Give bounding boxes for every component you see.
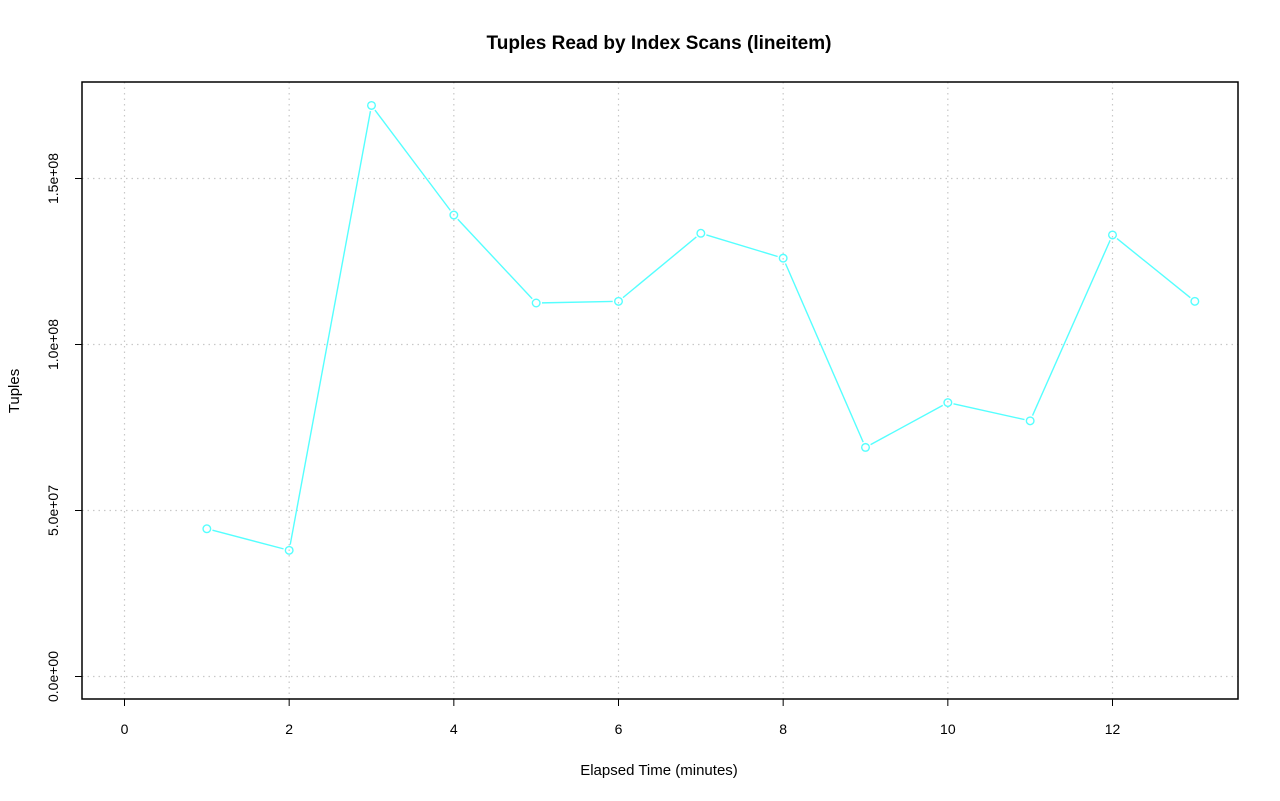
series-0-segment-5 — [622, 236, 697, 299]
y-tick-label-0: 0.0e+00 — [45, 651, 61, 702]
series-0-point-10 — [1025, 416, 1035, 426]
series-0-segment-7 — [784, 263, 864, 443]
series — [202, 100, 1200, 555]
axes: 0 2 4 6 8 10 12 0.0e+00 5.0e+07 1.0e+08 1.5e+08 — [45, 153, 1120, 737]
series-0-point-3 — [449, 210, 459, 220]
series-0-point-9 — [943, 398, 953, 408]
series-0-point-12 — [1190, 296, 1200, 306]
series-0-segment-8 — [870, 404, 944, 446]
y-tick-label-1: 5.0e+07 — [45, 485, 61, 536]
series-0-point-1 — [284, 545, 294, 555]
series-0-point-2 — [367, 100, 377, 110]
series-0-segment-4 — [541, 300, 613, 304]
series-0-segment-9 — [953, 403, 1025, 421]
x-tick-label-1: 2 — [285, 721, 293, 737]
series-0-segment-2 — [374, 109, 451, 211]
plot-frame — [81, 81, 1239, 700]
x-tick-label-6: 12 — [1105, 721, 1121, 737]
x-tick-label-5: 10 — [940, 721, 956, 737]
y-tick-label-2: 1.0e+08 — [45, 319, 61, 370]
x-tick-label-2: 4 — [450, 721, 458, 737]
series-0-segment-0 — [212, 529, 284, 550]
series-0-segment-1 — [289, 111, 372, 545]
series-0-point-8 — [861, 442, 871, 452]
x-tick-label-4: 8 — [779, 721, 787, 737]
x-axis-label: Elapsed Time (minutes) — [580, 762, 738, 779]
series-0-point-11 — [1107, 230, 1117, 240]
series-0-point-6 — [696, 228, 706, 238]
series-0-segment-3 — [457, 218, 533, 300]
x-tick-label-3: 6 — [615, 721, 623, 737]
grid — [82, 82, 1238, 699]
series-0-segment-6 — [706, 234, 778, 258]
series-0-point-7 — [778, 253, 788, 263]
y-tick-label-3: 1.5e+08 — [45, 153, 61, 204]
x-tick-label-0: 0 — [121, 721, 129, 737]
chart-title: Tuples Read by Index Scans (lineitem) — [487, 33, 832, 54]
series-0-point-4 — [531, 298, 541, 308]
series-0-point-0 — [202, 524, 212, 534]
series-0-segment-11 — [1116, 238, 1191, 299]
series-0-segment-10 — [1031, 239, 1111, 416]
y-axis-label: Tuples — [6, 369, 23, 413]
series-0-point-5 — [614, 296, 624, 306]
